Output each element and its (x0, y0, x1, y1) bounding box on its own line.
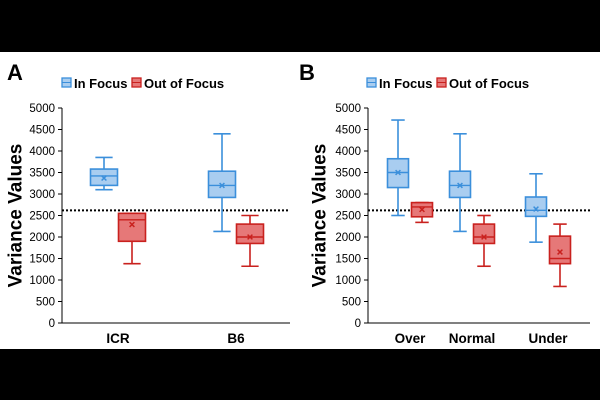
y-tick-label: 500 (36, 297, 55, 309)
y-tick-label: 2500 (29, 211, 55, 223)
box-mean-marker (533, 206, 539, 212)
box-mean-marker (481, 234, 487, 240)
y-tick-label: 4000 (335, 146, 361, 158)
legend-label-in-focus: In Focus (74, 76, 127, 91)
panel-label: A (7, 60, 23, 85)
box-in-focus (89, 156, 119, 191)
x-category-label: Normal (449, 331, 496, 346)
y-tick-label: 500 (342, 297, 361, 309)
legend-label-out-of-focus: Out of Focus (449, 76, 529, 91)
x-category-label: Under (528, 331, 568, 346)
box-out-of-focus (472, 214, 496, 268)
box-iqr (207, 170, 237, 199)
box-in-focus (207, 133, 237, 233)
y-tick-label: 3500 (29, 168, 55, 180)
legend: In Focus Out of Focus (61, 76, 224, 91)
y-tick-label: 1000 (29, 275, 55, 287)
x-category-label: ICR (106, 331, 130, 346)
chart-panel-b: B In Focus Out of Focus Variance Values 0 500… (299, 60, 590, 346)
box-mean-marker (419, 206, 425, 213)
y-tick-label: 3000 (29, 189, 55, 201)
box-out-of-focus (410, 201, 434, 224)
box-iqr (524, 196, 548, 218)
y-tick-label: 1500 (29, 254, 55, 266)
y-tick-label: 4000 (29, 146, 55, 158)
y-tick-label: 1500 (335, 254, 361, 266)
box-iqr (472, 223, 496, 245)
y-axis-label: Variance Values (6, 144, 27, 288)
box-iqr (548, 235, 572, 265)
y-tick-label: 4500 (29, 125, 55, 137)
y-tick-label: 0 (49, 318, 55, 330)
y-tick-label: 5000 (29, 103, 55, 115)
y-axis-label: Variance Values (310, 144, 331, 288)
box-in-focus (386, 119, 410, 217)
box-mean-marker (101, 175, 107, 182)
box-iqr (117, 212, 147, 243)
legend: In Focus Out of Focus (366, 76, 529, 91)
box-out-of-focus (548, 223, 572, 288)
box-mean-marker (395, 169, 401, 176)
box-iqr (448, 170, 472, 199)
box-mean-marker (219, 182, 225, 189)
box-mean-marker (557, 249, 563, 255)
box-iqr (235, 223, 265, 245)
chart-panel-a: A In Focus Out of Focus Variance Values 0 500… (6, 60, 290, 346)
x-category-label: Over (395, 331, 427, 346)
y-tick-label: 2500 (335, 211, 361, 223)
y-tick-label: 5000 (335, 103, 361, 115)
box-mean-marker (247, 234, 253, 240)
y-tick-label: 0 (355, 318, 361, 330)
box-mean-marker (129, 221, 135, 228)
y-tick-label: 3500 (335, 168, 361, 180)
figure-panel-area (0, 52, 600, 349)
box-out-of-focus (117, 212, 147, 265)
box-in-focus (448, 133, 472, 233)
y-tick-label: 3000 (335, 189, 361, 201)
legend-label-out-of-focus: Out of Focus (144, 76, 224, 91)
box-in-focus (524, 172, 548, 243)
y-tick-label: 2000 (335, 232, 361, 244)
box-out-of-focus (235, 214, 265, 268)
panel-label: B (299, 60, 315, 85)
box-mean-marker (457, 182, 463, 189)
legend-label-in-focus: In Focus (379, 76, 432, 91)
y-tick-label: 4500 (335, 125, 361, 137)
y-tick-label: 2000 (29, 232, 55, 244)
y-tick-label: 1000 (335, 275, 361, 287)
x-category-label: B6 (227, 331, 245, 346)
